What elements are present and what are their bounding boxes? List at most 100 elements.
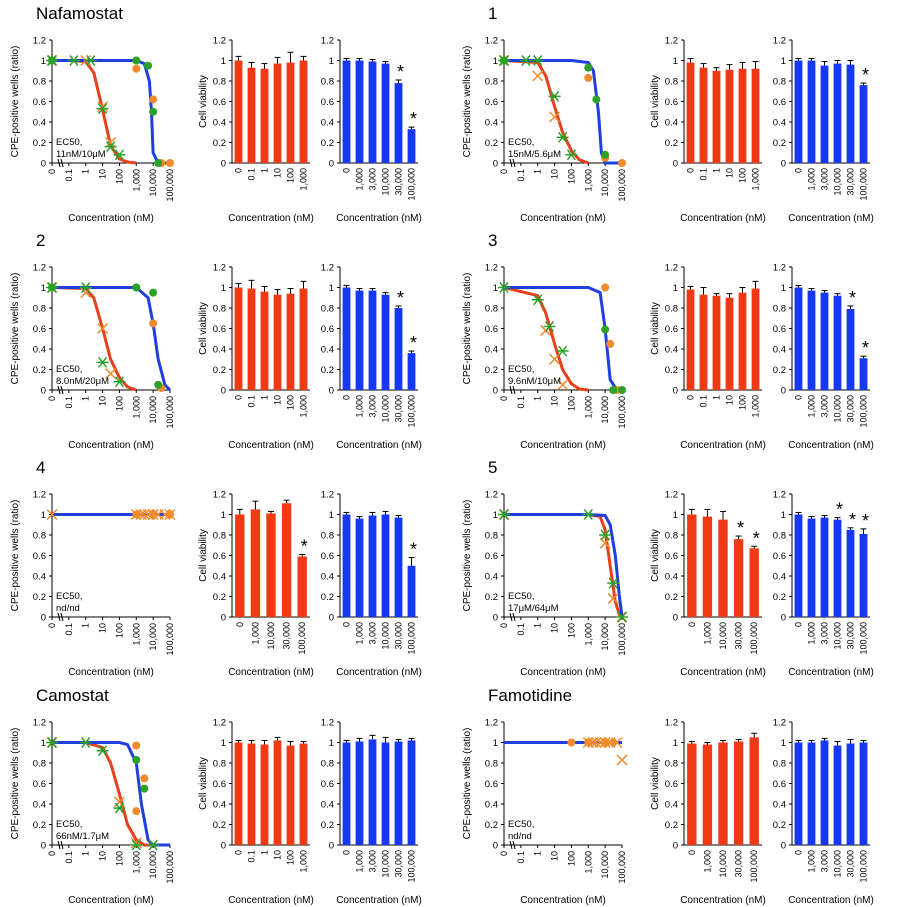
- panel-3-cpe-orange-dot: [606, 339, 615, 348]
- panel-nafamostat-cpe-orange-dot: [166, 159, 174, 167]
- panel-nafamostat-red-viability-bar: [247, 67, 256, 163]
- panel-famotidine-red-viability-xtick-label: 100,000: [749, 850, 759, 883]
- panel-2-cpe-ytick-label: 0.6: [33, 324, 46, 335]
- panel-2-cpe-ytick-label: 1: [41, 283, 46, 294]
- panel-5-cpe-ytick-label: 0: [493, 613, 498, 624]
- panel-famotidine-blue-viability-bar: [807, 742, 816, 845]
- panel-charts: 00.20.40.60.811.20 0.1 1 10 100 1,000 10,000 10…: [462, 263, 874, 452]
- panel-3-red-viability-xtick-label: 1,000: [751, 395, 761, 418]
- panel-1-cpe-orange-dot: [618, 159, 626, 167]
- panel-4-red-viability-xtick-label: 0: [235, 622, 245, 627]
- panel-nafamostat-cpe-xtick-label: 100,000: [165, 169, 175, 202]
- panel-1-blue-viability-ytick-label: 0.6: [773, 97, 786, 108]
- panel-5-red-viability-ytick-label: 0.4: [665, 572, 678, 583]
- panel-nafamostat-cpe-blue-fit-line: [52, 59, 170, 165]
- panel-1-blue-viability-xtick-label: 3,000: [820, 168, 830, 191]
- panel-3-red-viability-ytick-label: 0.8: [665, 304, 678, 315]
- panel-4-blue-viability-ytick-label: 1: [329, 510, 334, 521]
- panel-4-cpe-ytick-label: 0: [41, 613, 46, 624]
- panel-nafamostat-blue-viability-bar: [355, 60, 364, 163]
- panel-title: 3: [488, 231, 498, 250]
- panel-5-blue-viability-xtick-label: 1,000: [807, 622, 817, 645]
- panel-camostat-cpe-ytick-label: 0: [41, 841, 46, 852]
- panel-camostat-red-viability-ytick-label: 0: [221, 841, 226, 852]
- panel-camostat-red-viability-ylabel: Cell viability: [198, 757, 209, 810]
- panel-1-cpe-ytick-label: 0.4: [485, 118, 498, 129]
- panel-4-cpe-ec50-label: EC50,: [56, 591, 82, 602]
- panel-nafamostat-red-viability-xtick-label: 10: [273, 168, 283, 178]
- panel-famotidine-cpe-xtick-label: 1,000: [583, 851, 593, 874]
- panel-famotidine-blue-viability-bar: [833, 745, 842, 845]
- panel-3-cpe-xtick-label: 0: [499, 396, 509, 401]
- panel-famotidine-cpe-orange-dot: [609, 738, 618, 747]
- panel-3-blue-viability-bar: [833, 295, 842, 390]
- panel-camostat-cpe-ytick-label: 0.6: [33, 779, 46, 790]
- panel-1-red-viability-ytick-label: 1: [673, 56, 678, 67]
- panel-3-cpe-xtick-label: 100: [566, 396, 576, 411]
- panel-5-red-viability-significance-star: *: [753, 528, 760, 548]
- panel-1-red-viability-bar: [751, 68, 760, 163]
- panel-camostat-blue-viability-bar: [368, 739, 377, 845]
- panel-5-red-viability-bar: [749, 548, 759, 617]
- panel-famotidine-red-viability-xtick-label: 1,000: [702, 850, 712, 873]
- panel-camostat-cpe-green-star-marker: [79, 737, 92, 748]
- panel-3-red-viability-bar: [686, 289, 695, 390]
- panel-4-cpe-orange-dot: [166, 510, 174, 519]
- panel-3-cpe-ytick-label: 0.6: [485, 324, 498, 335]
- panel-1-red-viability-ytick-label: 0: [673, 159, 678, 170]
- panel-famotidine-blue-viability-xtick-label: 30,000: [846, 850, 856, 878]
- panel-camostat-blue-viability-ytick-label: 0.2: [321, 820, 334, 831]
- panel-2-red-viability-xtick-label: 1: [260, 395, 270, 400]
- panel-5-cpe-green-star-marker: [616, 611, 628, 623]
- panel-1-cpe-xtick-label: 0.1: [516, 169, 526, 182]
- panel-nafamostat-cpe-green-dot: [144, 61, 153, 70]
- panel-1-red-viability-xlabel: Concentration (nM): [680, 213, 766, 224]
- panel-famotidine-blue-viability-ytick-label: 1.2: [773, 718, 786, 729]
- panel-3-red-viability-bar: [738, 292, 747, 390]
- panel-camostat-cpe-xtick-label: 10: [98, 851, 108, 861]
- panel-4-red-viability-ytick-label: 0.8: [213, 531, 226, 542]
- panel-1-cpe-green-star-marker: [565, 149, 578, 161]
- panel-famotidine-blue-viability-ytick-label: 0.2: [773, 820, 786, 831]
- panel-famotidine-blue-viability-xtick-label: 10,000: [833, 850, 843, 878]
- panel-2: 2 0 0.2 0.4 0.6 0.8 1 1.2 0 0.1 1 10 100 1,000 10,000 1…: [0, 227, 452, 452]
- panel-famotidine-blue-viability-ytick-label: 0.4: [773, 800, 786, 811]
- panel-3: 3 0 0.2 0.4 0.6 0.8 1 1.2 0 0.1 1 10 100 1,000 10,000 1…: [452, 227, 904, 452]
- panel-famotidine-cpe-ylabel: CPE-positive wells (ratio): [462, 728, 473, 840]
- panel-5-red-viability-xlabel: Concentration (nM): [680, 667, 766, 678]
- panel-famotidine-cpe-xtick-label: 100: [566, 851, 576, 866]
- panel-5-red-viability-xtick-label: 100,000: [749, 622, 759, 655]
- panel-nafamostat-red-viability-bar: [299, 60, 308, 163]
- panel-3-red-viability-xtick-label: 0: [686, 395, 696, 400]
- panel-5-red-viability-xtick-label: 10,000: [718, 622, 728, 650]
- panel-5-blue-viability-ytick-label: 0: [781, 613, 786, 624]
- panel-famotidine-cpe-xtick-label: 10,000: [600, 851, 610, 879]
- panel-4-blue-viability-bar: [342, 514, 351, 617]
- panel-5-red-viability-bar: [702, 516, 713, 617]
- panel-1-cpe-xtick-label: 10: [550, 169, 560, 179]
- panel-4: 4 0 0.2 0.4 0.6 0.8 1 1.2 0 0.1 1 10 100 1,000 10,000 1…: [0, 454, 452, 679]
- panel-title: 2: [36, 231, 46, 250]
- panel-camostat-cpe-green-dot: [140, 784, 149, 793]
- panel-famotidine-cpe-axis-break: [509, 840, 513, 850]
- panel-4-blue-viability-ytick-label: 1.2: [321, 490, 334, 501]
- panel-4-red-viability-xtick-label: 100,000: [297, 622, 307, 655]
- panel-1-blue-viability-bar: [846, 64, 855, 163]
- panel-nafamostat-cpe-green-dot: [149, 107, 158, 116]
- panel-3-red-viability-xtick-label: 100: [738, 395, 748, 410]
- panel-3-blue-viability-xtick-label: 1,000: [807, 395, 817, 418]
- panel-5-blue-viability-ytick-label: 0.2: [773, 592, 786, 603]
- panel-1-red-viability-ytick-label: 0.6: [665, 97, 678, 108]
- panel-3-red-viability-bar: [699, 294, 708, 390]
- panel-2-blue-viability-xtick-label: 3,000: [368, 395, 378, 418]
- panel-nafamostat-blue-viability-xtick-label: 10,000: [381, 168, 391, 196]
- panel-4-cpe-ytick-label: 0.2: [33, 592, 46, 603]
- panel-1-blue-viability-bar: [820, 65, 829, 163]
- panel-2-red-viability-xtick-label: 1,000: [299, 395, 309, 418]
- panel-1-cpe-orange-dot: [584, 73, 593, 82]
- panel-3-blue-viability-ytick-label: 1: [781, 283, 786, 294]
- panel-5-red-viability-xtick-label: 1,000: [702, 622, 712, 645]
- panel-2-red-viability-xtick-label: 100: [286, 395, 296, 410]
- panel-3-blue-viability-bar: [859, 358, 868, 390]
- panel-3-cpe-xtick-label: 0.1: [516, 396, 526, 409]
